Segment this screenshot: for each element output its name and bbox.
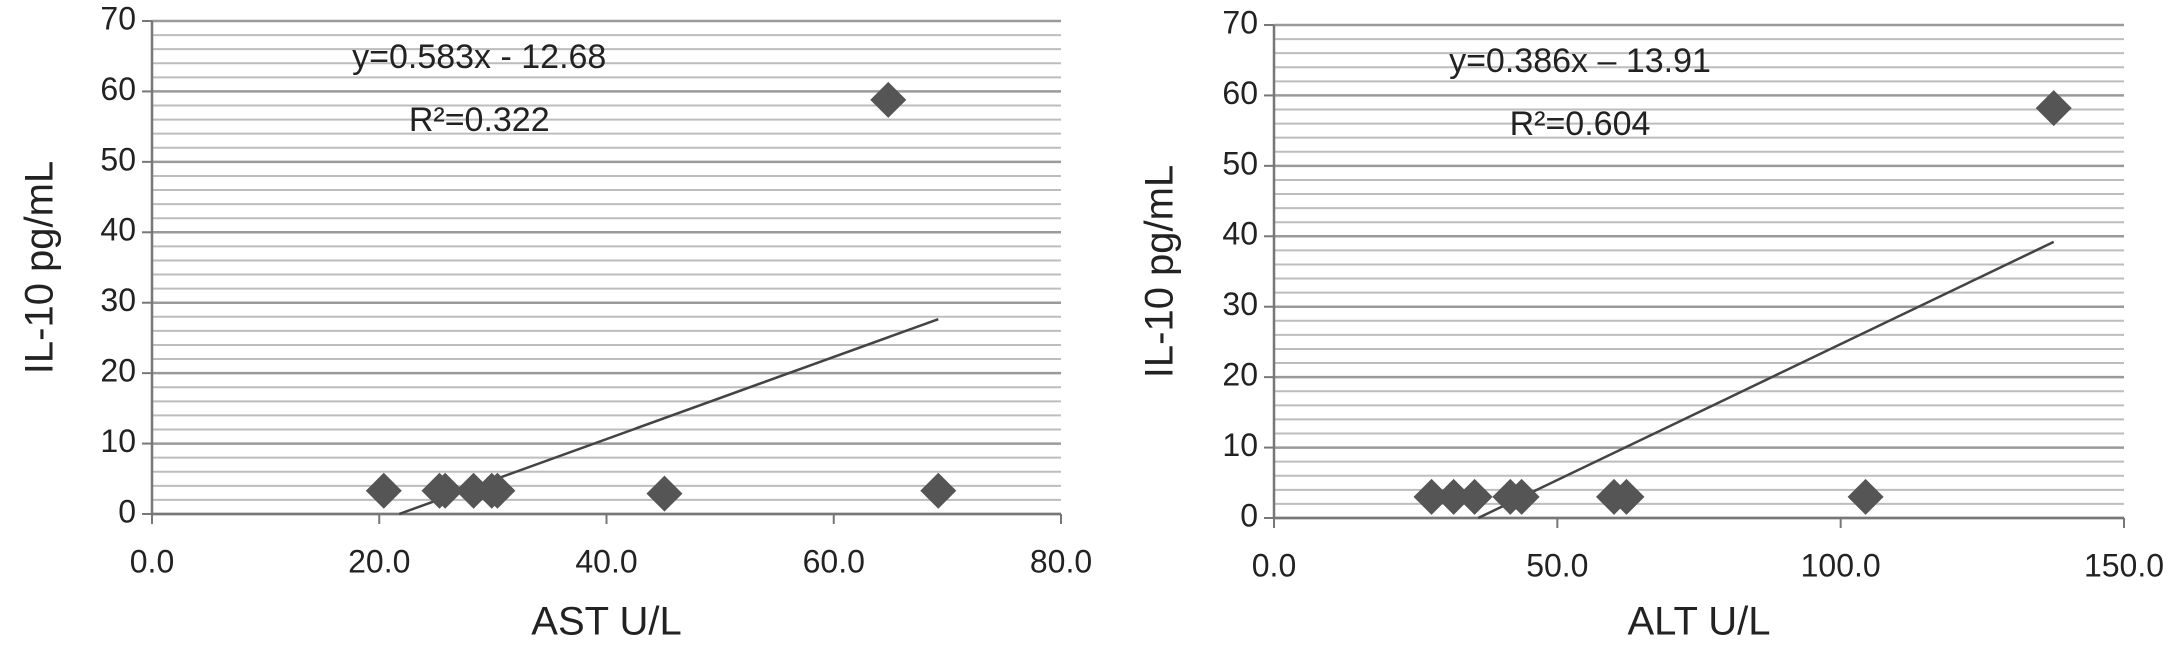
y-tick-label: 10 (100, 423, 136, 459)
data-point (455, 472, 492, 509)
data-point (479, 472, 516, 509)
x-tick-label: 20.0 (348, 543, 410, 579)
data-point (870, 81, 907, 118)
y-tick-label: 60 (100, 71, 136, 107)
y-tick-label: 50 (1222, 145, 1258, 181)
x-tick-label: 60.0 (803, 543, 865, 579)
data-point (646, 475, 683, 512)
data-point (1413, 478, 1450, 515)
y-tick-label: 40 (100, 212, 136, 248)
trendline-equation: y=0.583x - 12.68 (352, 38, 606, 76)
y-axis-title: IL-10 pg/mL (1138, 165, 1182, 378)
scatter-chart: 0 10 20 30 40 50 60 70 0.0 50.0 100.0 150.0 ALT U/L I… (1138, 4, 2164, 643)
y-tick-label: 60 (1222, 75, 1258, 111)
data-point (1435, 478, 1472, 515)
y-tick-label: 30 (1222, 286, 1258, 322)
x-axis-title: ALT U/L (1627, 600, 1770, 644)
x-tick-label: 0.0 (130, 543, 174, 579)
data-point (1847, 478, 1884, 515)
scatter-chart: 0 10 20 30 40 50 60 70 0.0 20.0 40.0 60.0 80.0 AST U/… (18, 0, 1093, 643)
data-point (365, 472, 402, 509)
data-point (1456, 478, 1493, 515)
y-tick-label: 70 (100, 0, 136, 36)
y-tick-label: 40 (1222, 216, 1258, 252)
r-squared: R²=0.322 (409, 101, 550, 139)
data-point (1608, 478, 1645, 515)
x-axis-title: AST U/L (531, 600, 681, 644)
x-tick-label: 0.0 (1252, 547, 1296, 583)
x-tick-label: 100.0 (1801, 547, 1881, 583)
x-tick-label: 80.0 (1030, 543, 1092, 579)
y-tick-label: 0 (1240, 497, 1258, 533)
y-tick-label: 20 (100, 353, 136, 389)
trendline (1477, 240, 2055, 520)
r-squared: R²=0.604 (1510, 105, 1651, 143)
y-tick-label: 30 (100, 282, 136, 318)
y-tick-label: 50 (100, 141, 136, 177)
y-tick-label: 20 (1222, 357, 1258, 393)
y-tick-label: 0 (118, 493, 136, 529)
x-tick-label: 150.0 (2084, 547, 2164, 583)
data-point (1503, 478, 1540, 515)
y-tick-label: 10 (1222, 427, 1258, 463)
trendline-equation: y=0.386x – 13.91 (1449, 42, 1711, 80)
y-tick-label: 70 (1222, 4, 1258, 40)
x-tick-label: 40.0 (575, 543, 637, 579)
data-point (2035, 90, 2072, 127)
data-point (920, 472, 957, 509)
data-point (427, 472, 464, 509)
y-axis-title: IL-10 pg/mL (18, 161, 62, 374)
x-tick-label: 50.0 (1526, 547, 1588, 583)
